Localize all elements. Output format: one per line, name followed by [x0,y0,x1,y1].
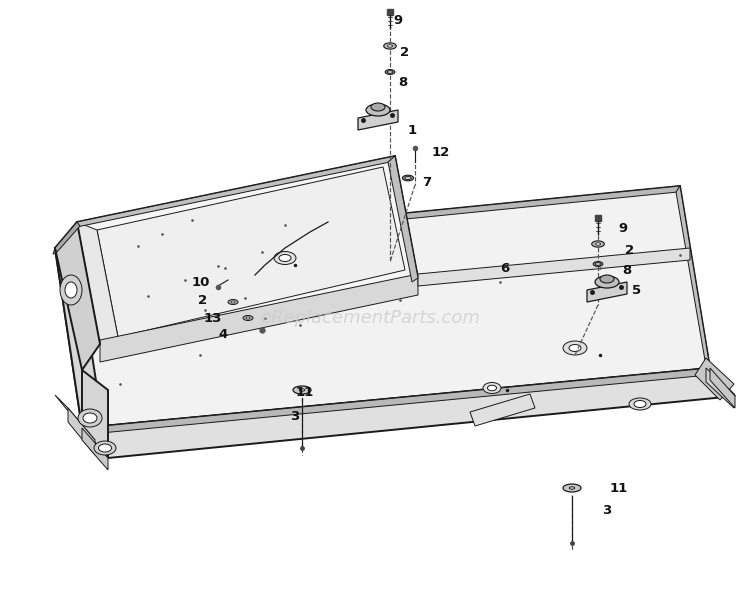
Ellipse shape [243,315,253,321]
Ellipse shape [231,301,235,303]
Polygon shape [77,156,418,344]
Ellipse shape [596,243,601,245]
Polygon shape [77,222,118,344]
Ellipse shape [563,484,581,492]
Ellipse shape [596,263,601,265]
Text: 1: 1 [408,123,417,136]
Ellipse shape [600,275,614,283]
Ellipse shape [563,341,587,355]
Ellipse shape [279,254,291,262]
Polygon shape [82,368,735,458]
Polygon shape [80,368,710,435]
Ellipse shape [299,389,304,391]
Text: 8: 8 [398,76,407,88]
Ellipse shape [488,385,496,391]
Polygon shape [418,248,690,286]
Text: 2: 2 [198,293,207,306]
Text: eReplacementParts.com: eReplacementParts.com [260,309,480,327]
Polygon shape [587,282,627,302]
Ellipse shape [228,300,238,305]
Ellipse shape [274,252,296,265]
Polygon shape [97,167,405,337]
Ellipse shape [60,275,82,305]
Ellipse shape [634,401,646,408]
Ellipse shape [293,386,311,394]
Polygon shape [710,368,735,408]
Polygon shape [82,428,108,470]
Polygon shape [470,394,535,426]
Text: 3: 3 [602,504,611,517]
Ellipse shape [366,104,390,116]
Ellipse shape [65,282,77,298]
Polygon shape [55,395,95,440]
Text: 8: 8 [622,263,632,277]
Polygon shape [68,408,95,455]
Ellipse shape [98,444,112,452]
Polygon shape [55,248,108,458]
Polygon shape [82,370,108,458]
Polygon shape [676,186,710,372]
Ellipse shape [388,45,392,47]
Polygon shape [53,186,680,254]
Polygon shape [395,156,418,285]
Polygon shape [55,186,710,428]
Ellipse shape [483,383,501,393]
Text: 13: 13 [204,312,222,324]
Ellipse shape [386,70,394,74]
Ellipse shape [384,43,396,49]
Text: 9: 9 [618,222,627,234]
Polygon shape [55,248,107,278]
Text: 6: 6 [500,262,509,275]
Ellipse shape [595,276,619,288]
Ellipse shape [569,487,574,489]
Polygon shape [695,358,734,400]
Text: 7: 7 [422,176,431,190]
Text: 9: 9 [393,14,402,26]
Ellipse shape [569,344,581,352]
Text: 10: 10 [192,277,210,290]
Ellipse shape [371,103,385,111]
Ellipse shape [94,441,116,455]
Text: 11: 11 [610,482,628,495]
Ellipse shape [78,409,102,427]
Ellipse shape [405,176,411,179]
Ellipse shape [246,317,250,319]
Ellipse shape [593,262,603,266]
Polygon shape [100,274,418,362]
Text: 2: 2 [625,244,634,256]
Text: 5: 5 [632,284,641,297]
Text: 4: 4 [218,327,227,340]
Text: 3: 3 [290,409,299,423]
Polygon shape [55,222,80,252]
Polygon shape [358,110,398,130]
Polygon shape [706,368,734,408]
Text: 12: 12 [432,147,450,160]
Ellipse shape [387,71,393,73]
Ellipse shape [403,175,413,181]
Ellipse shape [592,241,604,247]
Ellipse shape [83,413,97,423]
Ellipse shape [629,398,651,410]
Polygon shape [55,222,100,370]
Text: 2: 2 [400,45,410,58]
Polygon shape [388,156,418,282]
Polygon shape [72,156,395,228]
Text: 11: 11 [296,386,314,399]
